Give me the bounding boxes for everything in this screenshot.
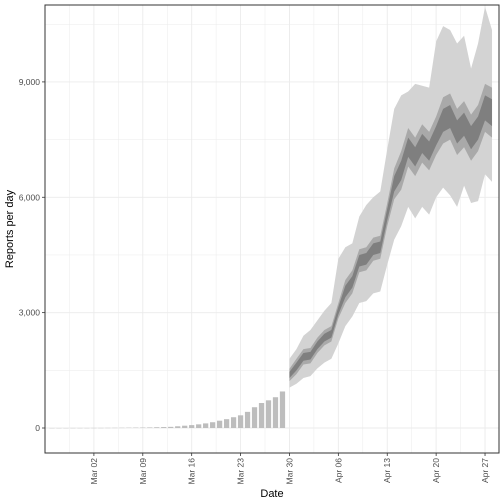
observed-bars [49, 391, 286, 429]
major-gridlines [45, 5, 499, 453]
x-tick-label: Apr 13 [382, 458, 392, 483]
y-axis-ticks: 0 3,000 6,000 9,000 [19, 77, 45, 433]
estimate-bands [289, 6, 493, 388]
bar [251, 407, 258, 429]
x-axis-ticks: Mar 02 Mar 09 Mar 16 Mar 23 Mar 30 Apr 06 Apr … [89, 453, 490, 484]
bar [161, 427, 167, 429]
x-axis-title: Date [260, 488, 283, 500]
bar [265, 400, 272, 429]
bar [216, 420, 223, 429]
x-tick-label: Apr 27 [480, 458, 490, 483]
bar [258, 403, 265, 429]
x-tick-label: Mar 30 [284, 458, 294, 485]
x-tick-label: Mar 02 [89, 458, 99, 485]
x-tick-label: Mar 09 [138, 458, 148, 485]
bar [196, 424, 202, 429]
bar [237, 415, 244, 429]
bar [175, 426, 181, 429]
minor-gridlines [45, 5, 499, 453]
bar [182, 425, 188, 429]
x-tick-label: Apr 06 [333, 458, 343, 483]
y-axis-title: Reports per day [4, 189, 16, 268]
bar [210, 422, 216, 429]
bar [230, 417, 237, 429]
bar [272, 397, 279, 429]
y-tick-label: 0 [35, 423, 40, 433]
bar [223, 419, 230, 429]
bar [168, 426, 174, 429]
y-tick-label: 9,000 [19, 77, 41, 87]
inner-interval-band [289, 95, 493, 379]
y-tick-label: 6,000 [19, 192, 41, 202]
x-tick-label: Apr 20 [431, 458, 441, 483]
bar [203, 423, 209, 429]
bar [189, 425, 195, 429]
bar [147, 427, 153, 429]
x-tick-label: Mar 16 [187, 458, 197, 485]
y-tick-label: 3,000 [19, 308, 41, 318]
bar [279, 391, 286, 429]
bar [154, 427, 160, 429]
x-tick-label: Mar 23 [236, 458, 246, 485]
bar [244, 411, 251, 429]
panel-border [44, 4, 500, 454]
